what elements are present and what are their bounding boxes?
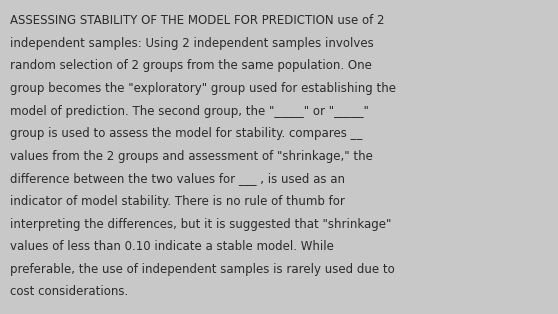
Text: group becomes the "exploratory" group used for establishing the: group becomes the "exploratory" group us… (10, 82, 396, 95)
Text: values of less than 0.10 indicate a stable model. While: values of less than 0.10 indicate a stab… (10, 240, 334, 253)
Text: indicator of model stability. There is no rule of thumb for: indicator of model stability. There is n… (10, 195, 345, 208)
Text: group is used to assess the model for stability. compares __: group is used to assess the model for st… (10, 127, 362, 140)
Text: preferable, the use of independent samples is rarely used due to: preferable, the use of independent sampl… (10, 263, 395, 276)
Text: interpreting the differences, but it is suggested that "shrinkage": interpreting the differences, but it is … (10, 218, 391, 230)
Text: ASSESSING STABILITY OF THE MODEL FOR PREDICTION use of 2: ASSESSING STABILITY OF THE MODEL FOR PRE… (10, 14, 384, 27)
Text: values from the 2 groups and assessment of "shrinkage," the: values from the 2 groups and assessment … (10, 150, 373, 163)
Text: cost considerations.: cost considerations. (10, 285, 128, 298)
Text: random selection of 2 groups from the same population. One: random selection of 2 groups from the sa… (10, 59, 372, 72)
Text: independent samples: Using 2 independent samples involves: independent samples: Using 2 independent… (10, 37, 374, 50)
Text: difference between the two values for ___ , is used as an: difference between the two values for __… (10, 172, 345, 185)
Text: model of prediction. The second group, the "_____" or "_____": model of prediction. The second group, t… (10, 105, 369, 117)
